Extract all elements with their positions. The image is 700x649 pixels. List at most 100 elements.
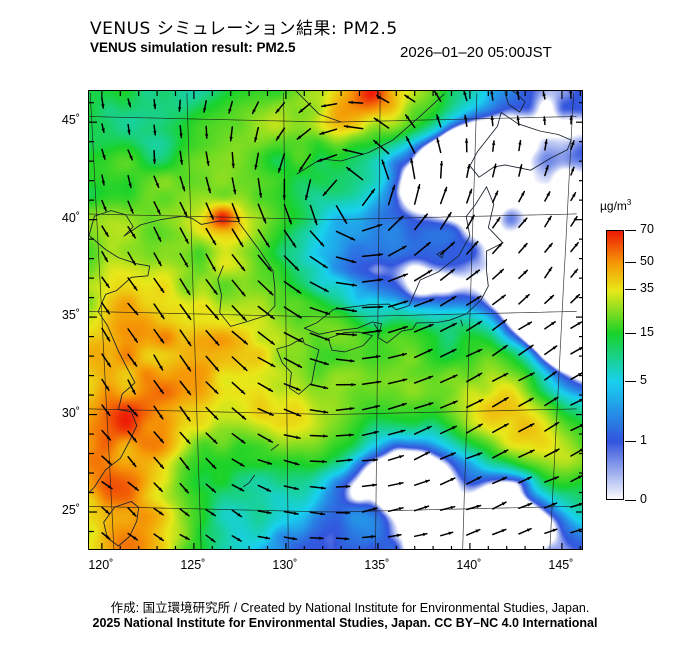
lat-tick-label-25: 25˚ [61,503,80,518]
wind-arrow-head-70 [451,452,456,456]
wind-arrow-head-49 [398,481,403,486]
wind-arrow-head-253 [262,218,266,223]
wind-arrow-head-318 [464,115,468,120]
colorbar-label-35: 35 [640,281,654,296]
coastline-10 [243,474,256,488]
wind-arrow-head-19 [105,509,110,514]
colorbar-tick-15 [625,332,636,334]
wind-arrow-head-56 [578,475,582,479]
wind-arrow-head-234 [265,242,270,247]
wind-arrow-head-305 [127,130,131,135]
wind-arrow-head-189 [575,294,580,299]
wind-arrow-head-51 [450,478,455,482]
wind-arrow-head-149 [528,345,533,349]
wind-arrow-head-169 [551,321,556,326]
colorbar-label-50: 50 [640,254,654,269]
wind-arrow-head-63 [267,461,272,465]
wind-arrow-head-235 [292,242,296,247]
lon-tick-label-135: 135˚ [364,558,390,572]
wind-arrow-head-278 [410,158,414,163]
wind-arrow-head-171 [105,309,110,314]
wind-arrow-head-75 [579,448,582,452]
wind-arrow-head-6 [265,536,270,540]
wind-arrow-head-247 [103,206,107,211]
wind-arrow-head-299 [464,138,469,143]
wind-arrow-head-245 [547,216,552,221]
page-title-english: VENUS simulation result: PM2.5 [90,40,296,55]
coastline-9 [103,501,140,547]
wind-arrow-head-287 [152,159,157,164]
colorbar-tick-0 [625,500,636,501]
coastline-15 [436,249,445,259]
wind-arrow-head-295 [343,148,348,153]
wind-arrow-head-258 [391,185,395,190]
wind-arrow-head-37 [578,502,582,507]
wind-arrow-head-293 [299,166,303,171]
wind-arrow-head-11 [396,533,401,538]
wind-arrow-head-32 [450,506,455,510]
wind-arrow-head-173 [160,314,164,319]
wind-arrow-head-87 [400,429,405,433]
wind-arrow-head-44 [266,488,271,492]
wind-arrow-head-164 [428,324,433,328]
wind-arrow-head-270 [207,188,211,193]
wind-arrow-head-107 [428,402,433,406]
wind-arrow-head-83 [295,435,300,439]
wind-arrow-head-218 [351,259,356,263]
wind-arrow-head-341 [569,91,573,94]
wind-arrow-head-322 [569,116,573,120]
wind-arrow-head-71 [477,452,482,456]
colorbar-label-0: 0 [640,492,647,506]
colorbar-label-15: 15 [640,324,654,339]
wind-arrow-head-165 [452,323,457,327]
wind-arrow-head-131 [552,371,557,376]
wind-arrow-head-132 [578,372,582,377]
wind-arrow-head-205 [499,269,504,274]
wind-arrow-head-141 [324,361,329,365]
wind-arrow-head-54 [527,477,532,481]
wind-arrow-head-301 [518,140,522,145]
wind-arrow-head-297 [406,136,410,142]
wind-arrow-head-186 [501,295,506,299]
wind-arrow-head-202 [427,270,432,274]
wind-arrow-head-315 [374,118,379,122]
wind-arrow-head-298 [436,138,440,143]
wind-arrow-head-2 [159,536,164,541]
wind-arrow-head-163 [403,326,408,330]
wind-arrow-head-213 [212,266,216,271]
wind-arrow-head-10 [370,535,375,539]
wind-arrow-head-178 [297,314,302,318]
wind-arrow-head-304 [101,128,105,133]
wind-arrow-head-200 [378,278,383,282]
wind-arrow-head-90 [478,424,483,428]
wind-arrow-head-82 [268,438,273,443]
wind-arrow-head-76 [106,436,111,440]
wind-arrow-head-197 [296,289,301,294]
wind-arrow-head-214 [240,266,245,271]
wind-arrow-head-162 [377,329,382,333]
wind-arrow-head-147 [477,349,482,353]
wind-arrow-head-67 [373,458,378,462]
wind-arrow-head-300 [491,141,496,145]
wind-arrow-head-72 [503,450,508,454]
wind-arrow-head-176 [242,316,246,321]
colorbar-tick-5 [625,381,636,383]
wind-arrow-head-21 [159,511,164,515]
wind-arrow-head-93 [554,422,559,426]
wind-arrow-head-59 [159,464,164,469]
wind-arrow-head-112 [553,397,558,401]
wind-arrow-head-268 [155,183,159,188]
coastline-2 [469,111,572,178]
map-overlays [89,91,582,549]
wind-arrow-head-100 [241,415,246,420]
wind-arrow-head-319 [490,116,494,120]
wind-arrow-head-3 [185,536,190,540]
wind-arrow-head-251 [210,214,214,220]
wind-arrow-head-48 [372,483,377,487]
wind-arrow-head-338 [490,91,494,94]
wind-arrow-head-244 [523,218,527,223]
wind-arrow-head-22 [185,512,189,516]
wind-arrow-head-41 [184,488,189,493]
wind-arrow-head-130 [529,373,534,377]
